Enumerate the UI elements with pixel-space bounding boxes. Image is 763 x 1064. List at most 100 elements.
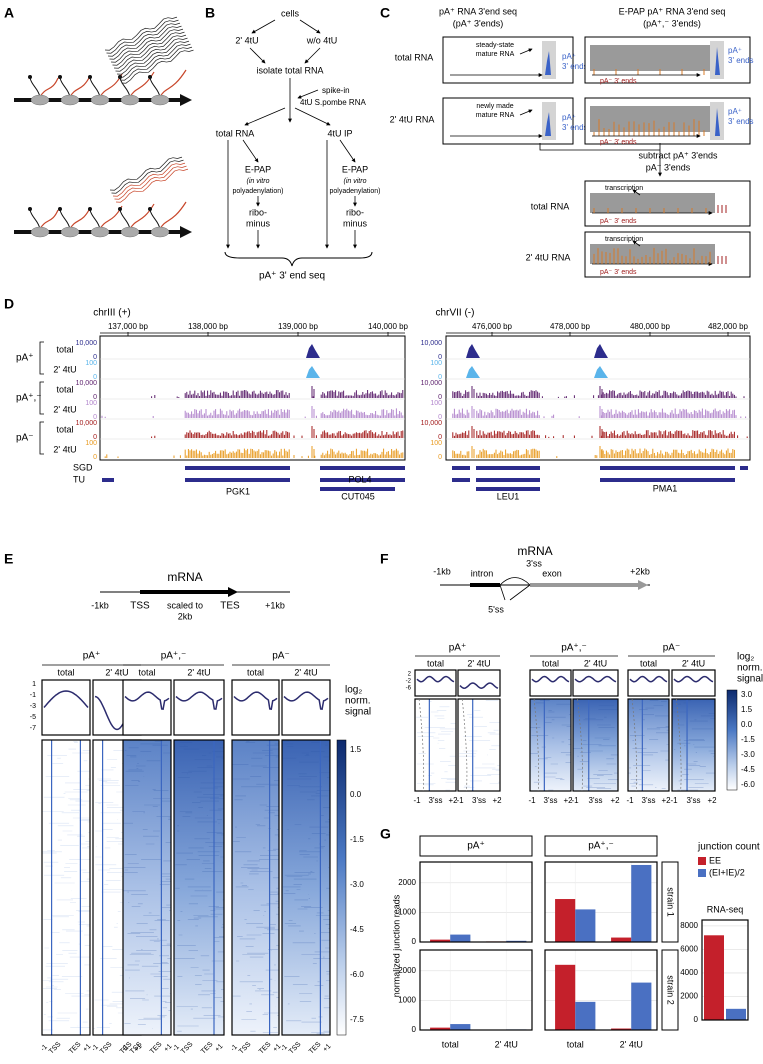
bar <box>611 1028 632 1030</box>
track-scale: 0 <box>438 414 442 421</box>
colorbar <box>336 739 347 1036</box>
diagram-label: TES <box>220 601 240 612</box>
note: pA⁺ <box>562 52 576 61</box>
colorbar-tick: -4.5 <box>741 765 755 774</box>
heatmap-frame <box>529 698 572 792</box>
track-signal <box>101 406 404 418</box>
rna-tail <box>149 209 161 230</box>
y-tick-label: 1000 <box>398 907 416 916</box>
profile-line <box>531 675 570 683</box>
legend-swatch <box>698 869 706 877</box>
legend-label: signal <box>345 707 371 718</box>
strip-label: strain 1 <box>666 887 676 917</box>
legend-label: (EI+IE)/2 <box>709 867 745 877</box>
gene-arrow <box>228 587 238 597</box>
row-label: 2' 4tU RNA <box>390 114 435 124</box>
wave <box>116 40 190 75</box>
note: pA⁻ 3' ends <box>600 78 637 85</box>
group-label: pA⁺,⁻ <box>161 651 187 662</box>
row-label: total <box>56 384 73 394</box>
row-label: 2' 4tU <box>53 444 76 454</box>
colorbar-tick: 0.0 <box>350 790 362 799</box>
track-signal <box>452 426 748 438</box>
step: pA⁺ 3' end seq <box>259 271 325 282</box>
y-tick-label: 0 <box>694 1015 699 1024</box>
rna <box>69 207 91 230</box>
profile-tick: -5 <box>30 714 36 721</box>
sub-label: 2' 4tU <box>584 658 607 668</box>
heatmap-frame <box>122 739 172 1036</box>
wave <box>110 28 184 63</box>
y-tick-label: 8000 <box>680 921 698 930</box>
arrow <box>249 47 266 64</box>
track-scale: 0 <box>438 434 442 441</box>
rna <box>159 201 187 230</box>
track-signal <box>452 446 735 458</box>
gene-bar <box>452 466 470 470</box>
bracket <box>39 381 44 415</box>
wave <box>106 19 179 54</box>
dashed-guide <box>675 698 682 792</box>
group-label: pA⁺,⁻ <box>16 393 42 404</box>
x-tick-label: 2' 4tU <box>620 1039 643 1049</box>
track-scale: 10,000 <box>76 380 98 387</box>
peak <box>545 51 551 75</box>
gene-bar <box>740 466 748 470</box>
arrow <box>294 107 331 126</box>
axis-label: 3'ss <box>429 796 443 805</box>
profile-line <box>673 675 714 683</box>
y-tick-label: 0 <box>412 937 417 946</box>
dashed-guide <box>577 698 583 792</box>
gene-bar <box>185 478 290 482</box>
rna <box>39 209 59 230</box>
peak <box>715 47 720 75</box>
group-label: pA⁻ <box>16 433 34 444</box>
polymerase <box>30 94 50 106</box>
strip <box>661 861 679 943</box>
heatmap <box>530 699 571 791</box>
note: pA⁺ <box>562 113 576 122</box>
panel-label: D <box>4 296 14 312</box>
dashed-guide <box>533 698 540 792</box>
colorbar-tick: 1.5 <box>350 745 362 754</box>
gene-name: LEU1 <box>497 491 520 501</box>
step: spike-in <box>322 86 350 95</box>
gene-name: POL4 <box>348 474 371 484</box>
diagram-label: TSS <box>130 601 150 612</box>
gene-arrow <box>180 226 192 238</box>
step: pA⁻ 3'ends <box>646 162 691 172</box>
profile-tick: -3 <box>30 703 36 710</box>
axis-label: -1 <box>91 1043 100 1052</box>
arrow <box>632 189 641 196</box>
track-scale: 100 <box>430 360 442 367</box>
axis-label: TSS <box>238 1041 253 1056</box>
wave <box>115 168 189 203</box>
axis-label: TES <box>149 1041 164 1056</box>
colorbar <box>726 689 738 791</box>
track-scale: 10,000 <box>421 340 443 347</box>
bar <box>726 1008 746 1020</box>
axis-label: 3'ss <box>642 796 656 805</box>
rna-tail <box>119 209 131 230</box>
profile-frame <box>572 669 619 697</box>
step: ribo- <box>249 207 267 217</box>
profile-frame <box>529 669 572 697</box>
peak <box>545 112 551 136</box>
cap <box>148 207 152 211</box>
sub-label: total <box>640 658 657 668</box>
sub-label: 2' 4tU <box>105 667 128 677</box>
cap <box>118 207 122 211</box>
coord-label: 480,000 bp <box>630 322 671 331</box>
note: 3' ends <box>728 56 754 65</box>
diagram-label: 3'ss <box>526 558 542 568</box>
colorbar-tick: 1.5 <box>741 705 753 714</box>
heatmap-frame <box>671 698 716 792</box>
colorbar-tick: -3.0 <box>741 750 755 759</box>
diagram-label: -1kb <box>433 566 451 576</box>
gene-bar <box>320 466 405 470</box>
sub-label: total <box>57 667 74 677</box>
cap <box>58 75 62 79</box>
y-tick-label: 0 <box>412 1025 417 1034</box>
profile-line <box>416 675 455 683</box>
step: 4tU IP <box>327 128 352 138</box>
